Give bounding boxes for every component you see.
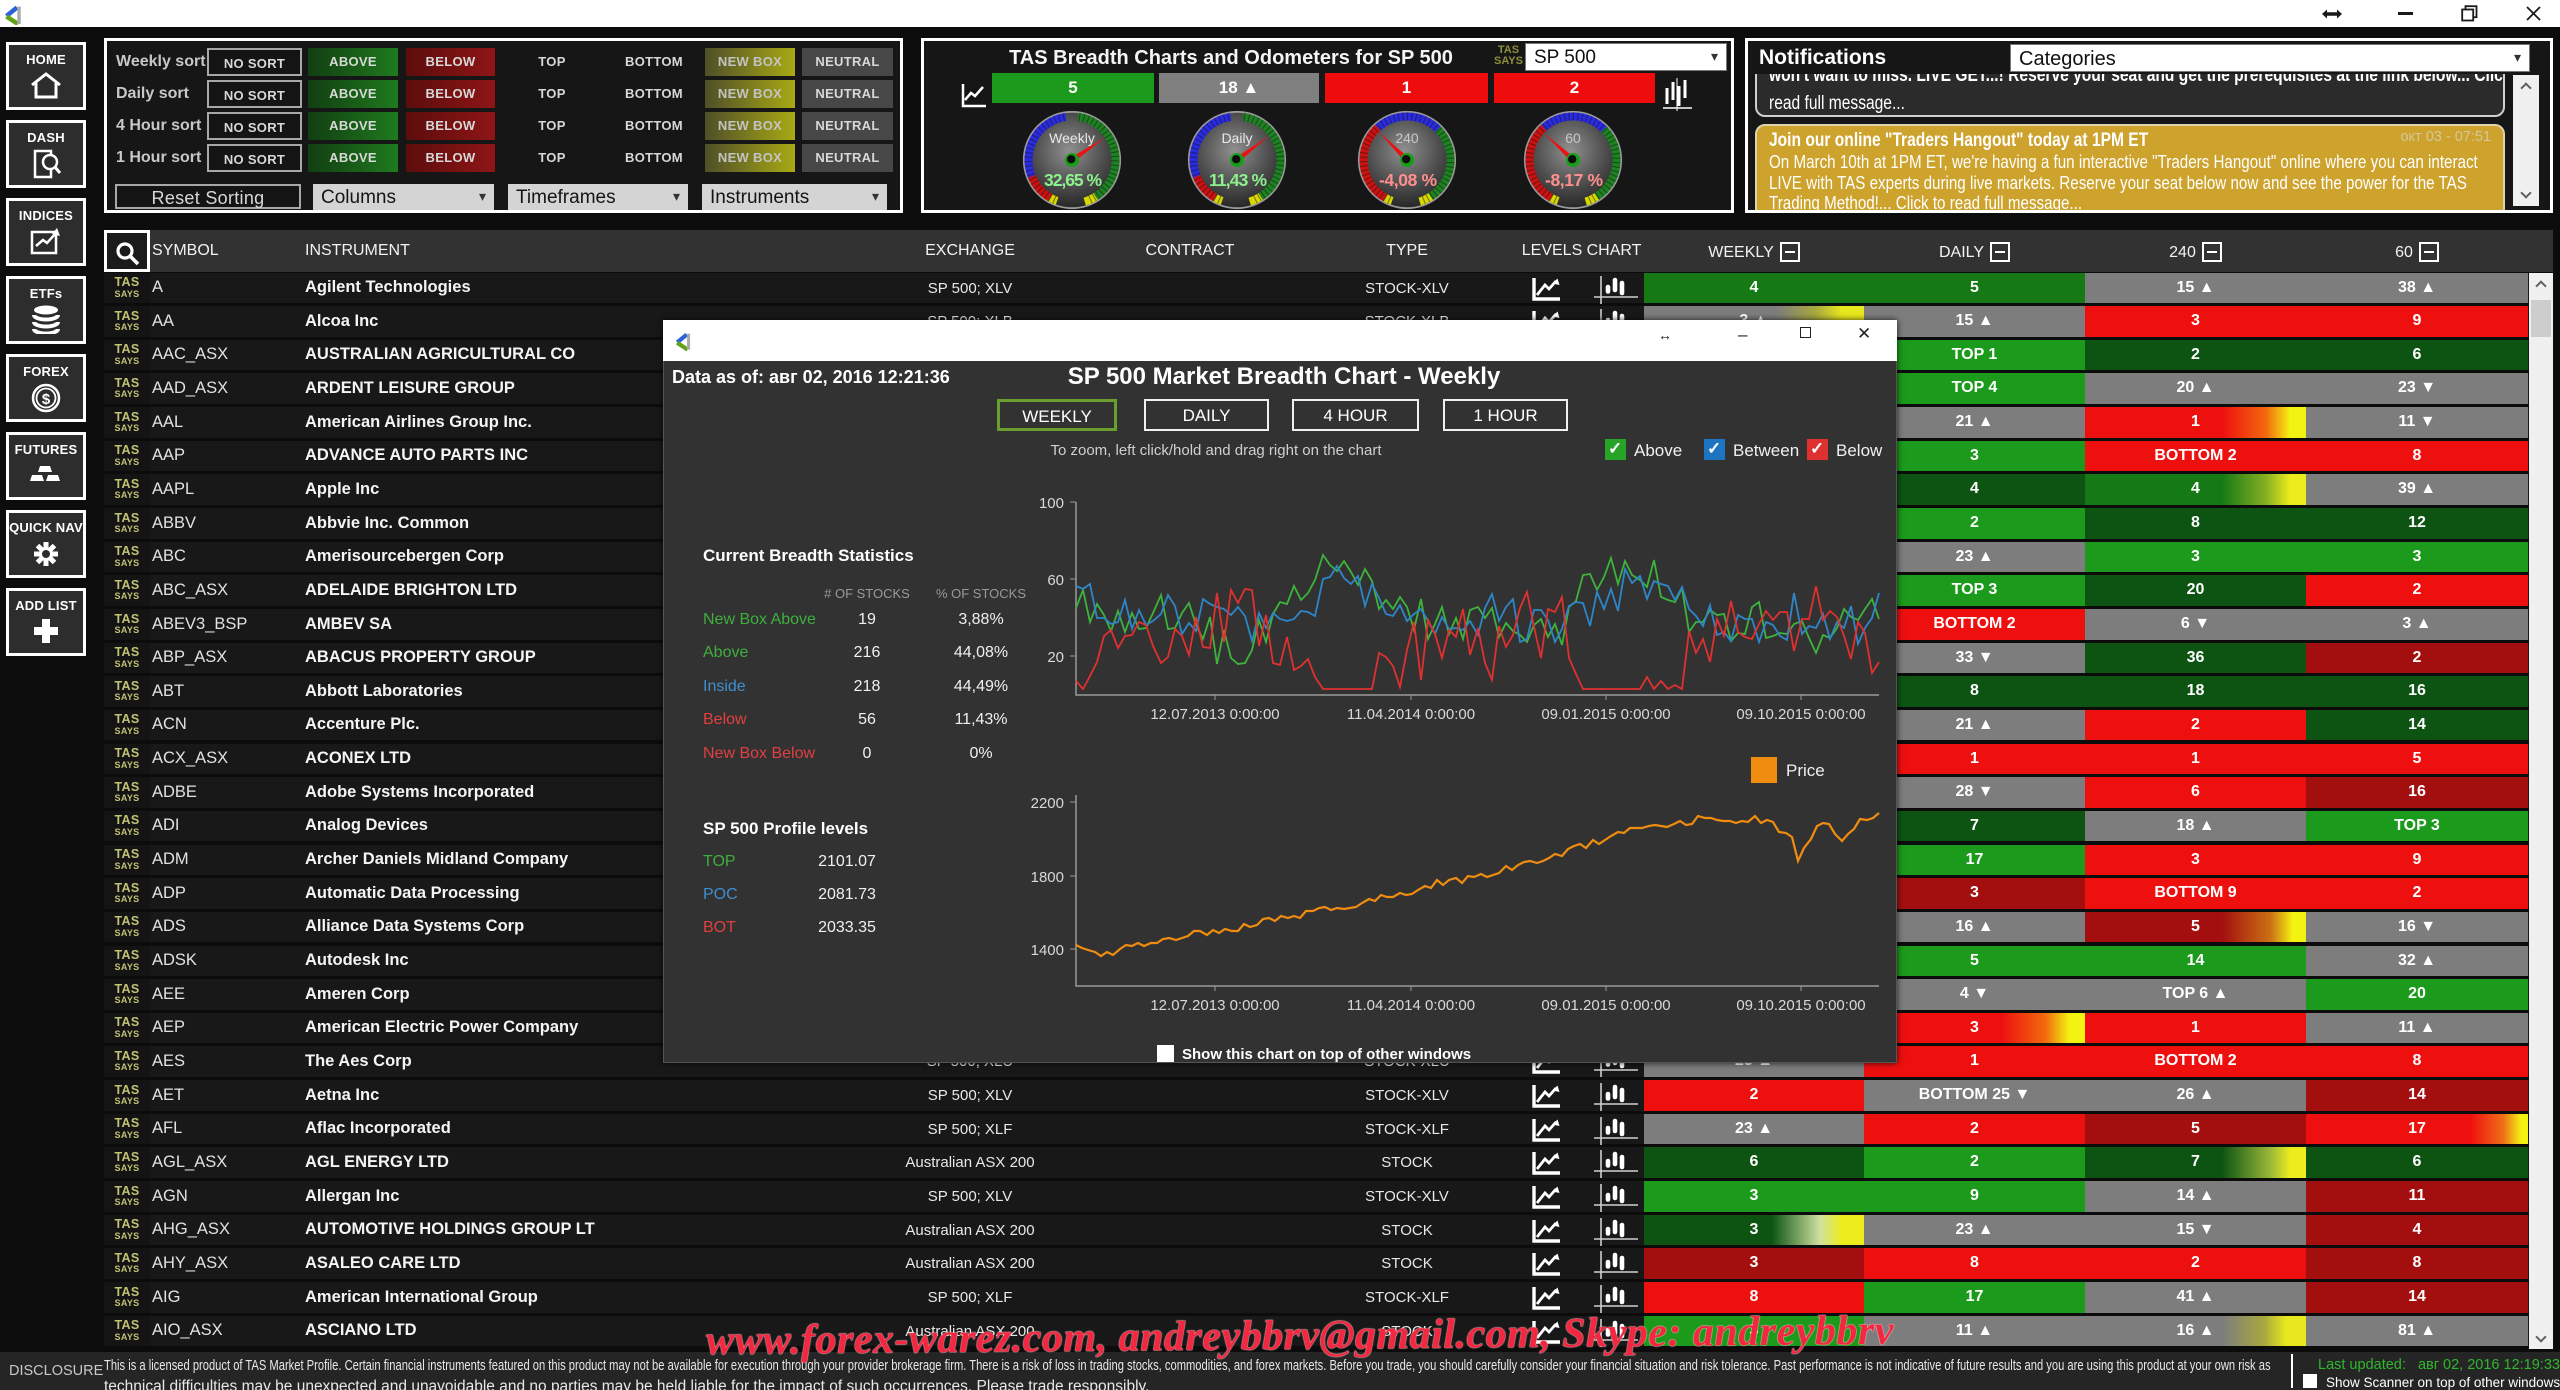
svg-text:11,43 %: 11,43 % [1209, 170, 1267, 190]
svg-text:09.10.2015 0:00:00: 09.10.2015 0:00:00 [1736, 706, 1865, 723]
svg-text:60: 60 [1047, 572, 1064, 589]
svg-text:Weekly: Weekly [1049, 130, 1095, 146]
svg-text:1800: 1800 [1031, 869, 1064, 886]
svg-text:240: 240 [1395, 130, 1419, 146]
svg-text:11.04.2014 0:00:00: 11.04.2014 0:00:00 [1347, 706, 1475, 723]
svg-text:12.07.2013 0:00:00: 12.07.2013 0:00:00 [1150, 997, 1279, 1014]
svg-text:11.04.2014 0:00:00: 11.04.2014 0:00:00 [1347, 997, 1475, 1014]
svg-text:12.07.2013 0:00:00: 12.07.2013 0:00:00 [1150, 706, 1279, 723]
svg-text:09.01.2015 0:00:00: 09.01.2015 0:00:00 [1541, 706, 1670, 723]
svg-text:1400: 1400 [1031, 942, 1064, 959]
svg-text:09.01.2015 0:00:00: 09.01.2015 0:00:00 [1541, 997, 1670, 1014]
svg-text:60: 60 [1565, 130, 1581, 146]
svg-text:-8,17 %: -8,17 % [1545, 170, 1603, 190]
svg-text:20: 20 [1047, 649, 1064, 666]
svg-text:$: $ [42, 391, 51, 408]
svg-text:32,65 %: 32,65 % [1044, 170, 1102, 190]
svg-text:Daily: Daily [1221, 130, 1252, 146]
svg-text:2200: 2200 [1031, 795, 1064, 812]
svg-text:100: 100 [1039, 495, 1064, 512]
svg-text:-4,08 %: -4,08 % [1379, 170, 1437, 190]
svg-text:09.10.2015 0:00:00: 09.10.2015 0:00:00 [1736, 997, 1865, 1014]
